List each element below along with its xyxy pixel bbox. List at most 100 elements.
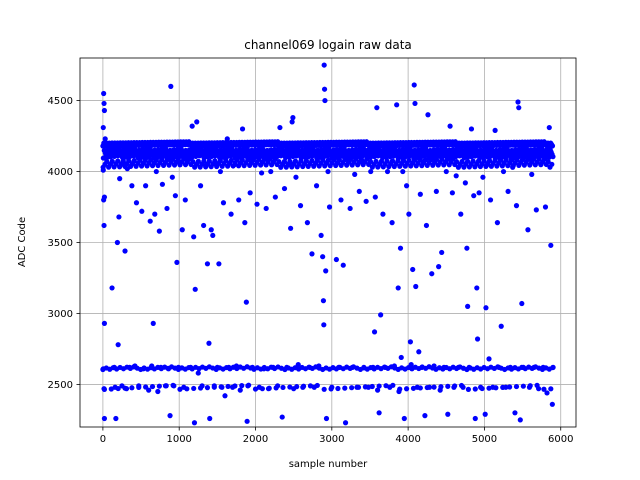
- data-point: [119, 383, 125, 389]
- data-point: [410, 266, 416, 273]
- data-point: [455, 364, 462, 370]
- data-point: [354, 384, 360, 390]
- data-point: [311, 384, 317, 390]
- data-point: [309, 251, 315, 257]
- data-point: [445, 411, 451, 417]
- data-point: [541, 386, 547, 392]
- data-point: [382, 364, 388, 370]
- data-point: [529, 171, 535, 177]
- data-point: [426, 384, 433, 390]
- data-point: [325, 157, 331, 163]
- data-point: [295, 361, 301, 368]
- data-point: [352, 171, 358, 177]
- data-point: [320, 254, 326, 260]
- data-point: [471, 193, 477, 199]
- data-point: [101, 107, 108, 114]
- data-point: [449, 190, 455, 196]
- data-point: [275, 383, 281, 389]
- data-point: [347, 205, 353, 212]
- data-point: [546, 124, 552, 131]
- data-point: [349, 385, 355, 391]
- data-point: [159, 181, 166, 187]
- x-tick-label: 5000: [472, 434, 497, 445]
- data-point: [242, 220, 248, 226]
- data-point: [333, 256, 339, 263]
- data-point: [304, 220, 310, 226]
- data-point: [397, 245, 404, 251]
- data-point: [513, 203, 520, 209]
- data-point: [403, 386, 410, 392]
- data-point: [374, 105, 380, 111]
- data-point: [117, 176, 123, 182]
- data-point: [191, 420, 198, 426]
- data-point: [100, 167, 106, 173]
- data-point: [507, 364, 513, 370]
- data-point: [550, 364, 556, 370]
- data-point: [277, 124, 283, 131]
- data-point: [174, 259, 180, 265]
- data-point: [276, 159, 282, 165]
- data-point: [376, 410, 382, 416]
- data-point: [515, 99, 521, 105]
- data-point: [213, 160, 219, 166]
- data-point: [239, 157, 245, 163]
- data-point: [519, 300, 525, 307]
- data-point: [217, 158, 223, 164]
- data-point: [102, 136, 108, 142]
- data-point: [281, 185, 288, 192]
- data-point: [476, 190, 482, 196]
- data-point: [451, 384, 457, 390]
- data-point: [153, 168, 159, 175]
- data-point: [436, 264, 442, 270]
- data-point: [116, 214, 122, 220]
- data-point: [169, 174, 175, 180]
- data-point: [387, 384, 393, 390]
- data-point: [130, 143, 137, 149]
- data-point: [394, 102, 400, 108]
- data-point: [216, 261, 222, 267]
- data-point: [300, 384, 306, 390]
- data-point: [199, 383, 205, 389]
- data-point: [288, 225, 294, 231]
- y-tick-label: 3000: [48, 309, 73, 320]
- data-point: [368, 168, 374, 175]
- x-tick-label: 3000: [319, 434, 344, 445]
- data-point: [115, 158, 121, 164]
- data-point: [195, 158, 201, 164]
- data-point: [478, 384, 484, 390]
- data-point: [395, 285, 401, 291]
- data-point: [127, 364, 133, 370]
- data-point: [224, 136, 230, 142]
- data-point: [431, 363, 437, 369]
- data-point: [307, 364, 313, 370]
- x-tick-label: 2000: [243, 434, 268, 445]
- data-point: [342, 420, 349, 426]
- data-point: [492, 157, 498, 164]
- data-point: [482, 411, 488, 417]
- data-point: [101, 386, 107, 392]
- data-point: [114, 239, 120, 246]
- data-point: [480, 174, 486, 180]
- data-point: [542, 204, 549, 210]
- data-point: [361, 364, 367, 370]
- data-point: [280, 384, 286, 391]
- data-point: [184, 154, 191, 160]
- data-point: [158, 364, 164, 370]
- data-point: [203, 163, 209, 169]
- data-point: [265, 386, 272, 392]
- data-point: [336, 364, 342, 370]
- data-point: [290, 115, 296, 121]
- data-point: [181, 384, 187, 390]
- data-point: [484, 161, 491, 168]
- data-point: [147, 218, 153, 224]
- data-point: [433, 188, 439, 195]
- data-point: [101, 415, 108, 422]
- data-point: [437, 387, 443, 393]
- data-point: [375, 387, 381, 393]
- data-point: [126, 158, 132, 164]
- data-point: [391, 363, 397, 369]
- data-point: [120, 161, 127, 168]
- data-point: [123, 386, 130, 392]
- data-point: [423, 222, 430, 229]
